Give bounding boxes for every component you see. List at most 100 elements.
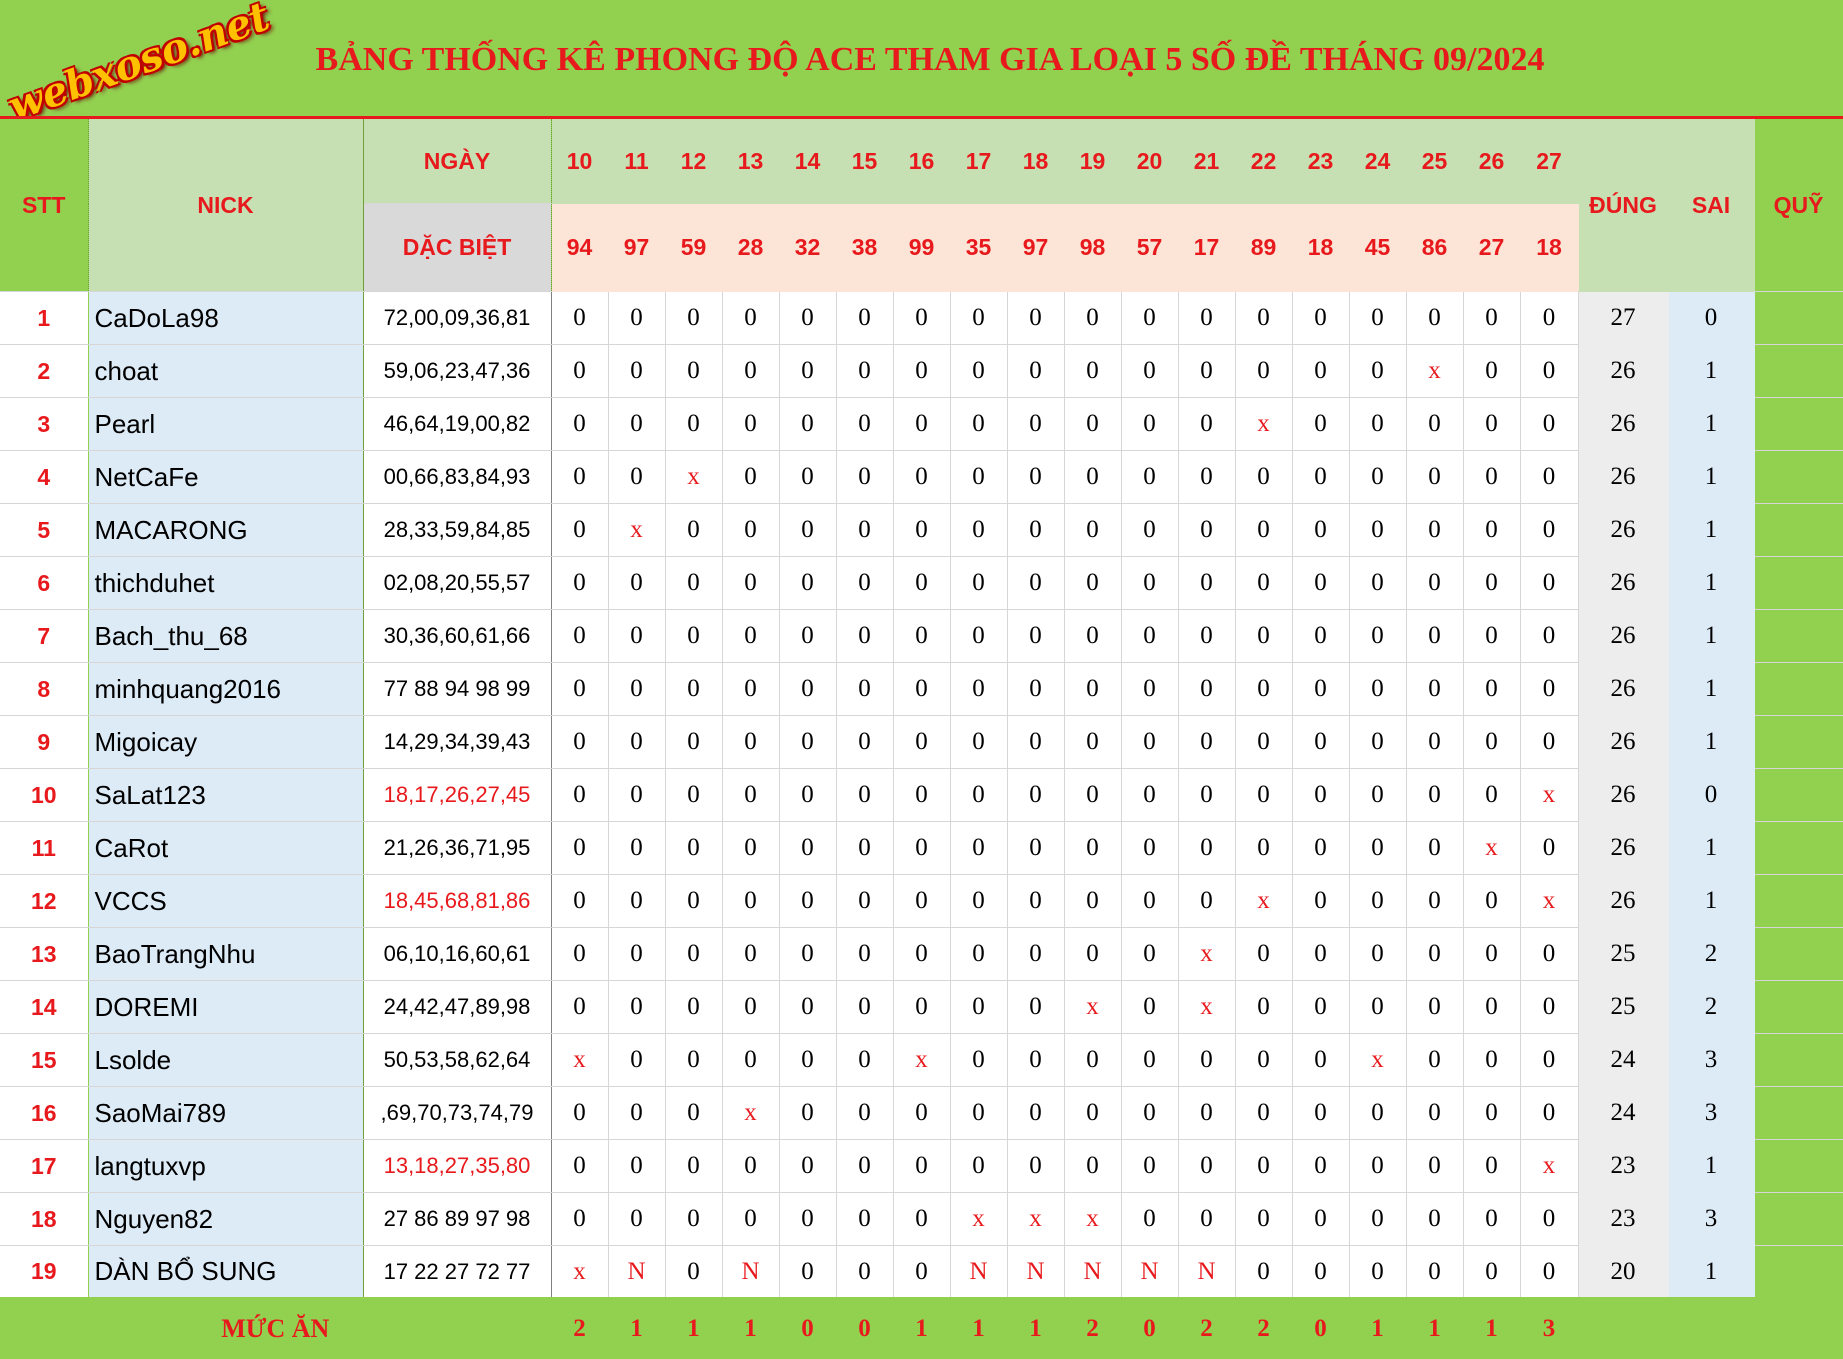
- row-mark: 0: [608, 609, 666, 663]
- row-mark: 0: [836, 1086, 894, 1140]
- row-mark: 0: [836, 980, 894, 1034]
- row-nick: SaLat123: [88, 768, 364, 822]
- row-mark: 0: [665, 1033, 723, 1087]
- row-mark: 0: [1349, 821, 1407, 875]
- row-mark: 0: [779, 609, 837, 663]
- row-mark: 0: [1121, 662, 1179, 716]
- row-mark: 0: [1520, 1192, 1579, 1246]
- row-nick: choat: [88, 344, 364, 398]
- row-mark: x: [722, 1086, 780, 1140]
- row-mark: 0: [779, 715, 837, 769]
- row-mark: 0: [893, 1245, 951, 1299]
- row-mark: 0: [1121, 291, 1179, 345]
- row-mark: 0: [1349, 397, 1407, 451]
- row-mark: 0: [1406, 503, 1464, 557]
- row-mark: 0: [950, 874, 1008, 928]
- row-mark: 0: [1463, 1033, 1521, 1087]
- row-number-set: 14,29,34,39,43: [363, 715, 552, 769]
- row-mark: 0: [893, 503, 951, 557]
- row-mark: 0: [608, 397, 666, 451]
- special-number: 18: [1520, 203, 1579, 292]
- row-mark: 0: [1463, 1086, 1521, 1140]
- day-header: 24: [1349, 117, 1407, 204]
- row-mark: 0: [1235, 1245, 1293, 1299]
- day-header: 15: [836, 117, 894, 204]
- site-logo: webxoso.net: [2, 0, 276, 131]
- row-mark: 0: [836, 715, 894, 769]
- row-mark: 0: [1406, 291, 1464, 345]
- row-mark: 0: [1292, 291, 1350, 345]
- row-sai: 1: [1668, 344, 1755, 398]
- row-stt: 12: [0, 874, 89, 928]
- row-mark: 0: [1064, 768, 1122, 822]
- row-dung: 24: [1578, 1086, 1669, 1140]
- row-mark: 0: [1349, 927, 1407, 981]
- row-mark: 0: [1520, 662, 1579, 716]
- row-mark: 0: [665, 1086, 723, 1140]
- row-mark: 0: [1349, 1086, 1407, 1140]
- header-dac-biet: DẶC BIỆT: [363, 203, 552, 292]
- table-row: 3 Pearl 46,64,19,00,82 0 0 0 0 0 0 0 0 0 0 0 0 x 0 0 0 0 0 26…: [0, 397, 1843, 451]
- row-mark: 0: [1520, 1033, 1579, 1087]
- table-row: 2 choat 59,06,23,47,36 0 0 0 0 0 0 0 0 0 0 0 0 0 0 0 x 0 0 26…: [0, 344, 1843, 398]
- row-dung: 25: [1578, 980, 1669, 1034]
- day-header: 12: [665, 117, 723, 204]
- row-mark: 0: [779, 291, 837, 345]
- row-mark: 0: [1235, 556, 1293, 610]
- row-stt: 19: [0, 1245, 89, 1299]
- row-mark: 0: [1235, 980, 1293, 1034]
- table-row: 7 Bach_thu_68 30,36,60,61,66 0 0 0 0 0 0 0 0 0 0 0 0 0 0…: [0, 609, 1843, 663]
- row-number-set: 27 86 89 97 98: [363, 1192, 552, 1246]
- row-mark: 0: [1007, 927, 1065, 981]
- row-mark: 0: [1178, 1033, 1236, 1087]
- special-number: 99: [893, 203, 951, 292]
- row-mark: 0: [722, 609, 780, 663]
- row-nick: BaoTrangNhu: [88, 927, 364, 981]
- row-mark: 0: [950, 450, 1008, 504]
- row-mark: 0: [1178, 1139, 1236, 1193]
- row-mark: 0: [722, 715, 780, 769]
- row-mark: 0: [608, 291, 666, 345]
- row-mark: 0: [1064, 821, 1122, 875]
- row-mark: 0: [893, 556, 951, 610]
- table-row: 10 SaLat123 18,17,26,27,45 0 0 0 0 0 0 0 0 0 0 0 0 0 0 0 0…: [0, 768, 1843, 822]
- row-mark: x: [1349, 1033, 1407, 1087]
- row-mark: 0: [950, 1086, 1008, 1140]
- row-mark: 0: [1520, 715, 1579, 769]
- row-mark: 0: [1121, 503, 1179, 557]
- row-mark: 0: [1520, 1086, 1579, 1140]
- row-mark: 0: [1235, 662, 1293, 716]
- row-mark: 0: [1463, 715, 1521, 769]
- row-number-set: 24,42,47,89,98: [363, 980, 552, 1034]
- row-mark: 0: [1520, 609, 1579, 663]
- row-mark: 0: [551, 1086, 609, 1140]
- row-dung: 26: [1578, 715, 1669, 769]
- row-mark: 0: [1121, 1086, 1179, 1140]
- row-mark: 0: [836, 821, 894, 875]
- row-mark: 0: [722, 1033, 780, 1087]
- row-dung: 24: [1578, 1033, 1669, 1087]
- footer-row: MỨC ĂN 2 1 1 1 0 0 1 1 1 2 0 2 2 0 1 1 1 3: [0, 1297, 1843, 1359]
- row-mark: 0: [1463, 397, 1521, 451]
- row-mark: 0: [551, 397, 609, 451]
- row-mark: x: [1520, 1139, 1579, 1193]
- row-mark: 0: [551, 1192, 609, 1246]
- row-mark: 0: [1235, 1192, 1293, 1246]
- row-mark: 0: [665, 821, 723, 875]
- row-mark: 0: [1121, 397, 1179, 451]
- day-header: 11: [608, 117, 666, 204]
- row-mark: 0: [1007, 397, 1065, 451]
- row-dung: 26: [1578, 397, 1669, 451]
- row-mark: 0: [1064, 1033, 1122, 1087]
- row-mark: 0: [1064, 715, 1122, 769]
- day-header: 17: [950, 117, 1008, 204]
- page-title: BẢNG THỐNG KÊ PHONG ĐỘ ACE THAM GIA LOẠI…: [315, 41, 1545, 78]
- row-mark: 0: [551, 609, 609, 663]
- row-mark: 0: [950, 821, 1008, 875]
- special-number: 17: [1178, 203, 1236, 292]
- row-mark: 0: [836, 344, 894, 398]
- row-stt: 5: [0, 503, 89, 557]
- row-mark: 0: [1520, 1245, 1579, 1299]
- row-mark: 0: [1178, 609, 1236, 663]
